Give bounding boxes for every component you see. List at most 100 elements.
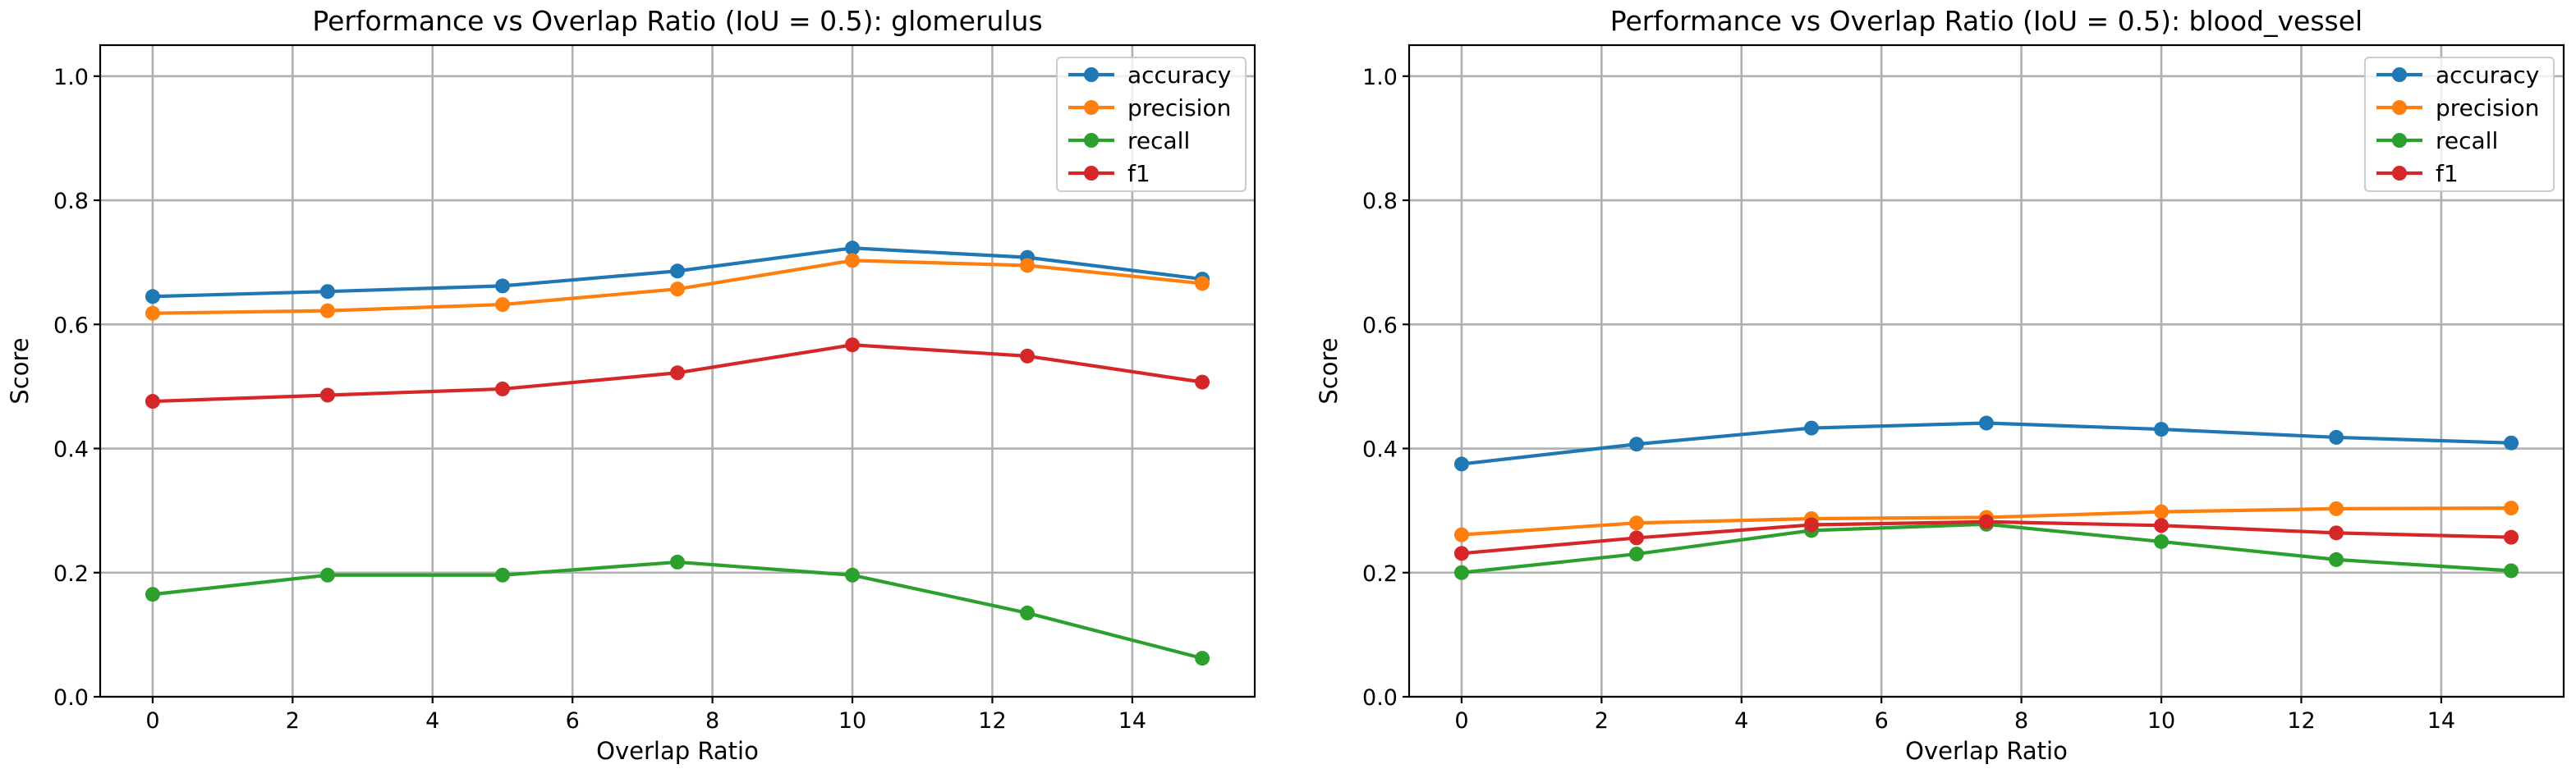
data-point-f1 bbox=[319, 387, 335, 403]
data-point-recall bbox=[494, 567, 510, 583]
x-tick-label: 6 bbox=[1875, 708, 1889, 734]
x-tick-label: 2 bbox=[1595, 708, 1609, 734]
legend-label: precision bbox=[2436, 94, 2539, 121]
data-point-accuracy bbox=[1979, 415, 1994, 431]
data-point-precision bbox=[1628, 515, 1644, 531]
legend-label: f1 bbox=[1127, 160, 1150, 187]
data-point-accuracy bbox=[2154, 422, 2170, 437]
data-point-recall bbox=[145, 587, 160, 602]
x-tick-label: 0 bbox=[1454, 708, 1468, 734]
legend-entry-recall: recall bbox=[1068, 127, 1190, 154]
data-point-accuracy bbox=[670, 263, 685, 279]
x-tick-label: 10 bbox=[2147, 708, 2175, 734]
legend-entry-precision: precision bbox=[2376, 94, 2539, 121]
y-tick-label: 1.0 bbox=[53, 65, 89, 90]
data-point-f1 bbox=[1979, 514, 1994, 529]
legend-label: precision bbox=[1127, 94, 1231, 121]
data-point-accuracy bbox=[2504, 435, 2519, 451]
legend-marker bbox=[2392, 133, 2407, 148]
x-tick-label: 12 bbox=[978, 708, 1006, 734]
y-tick-label: 0.2 bbox=[53, 561, 89, 587]
data-point-f1 bbox=[2154, 518, 2170, 533]
y-tick-label: 0.6 bbox=[53, 313, 89, 338]
x-tick-label: 14 bbox=[2427, 708, 2455, 734]
series-f1 bbox=[145, 337, 1210, 410]
data-point-precision bbox=[2329, 501, 2344, 516]
y-axis-label: Score bbox=[1315, 337, 1343, 404]
data-point-accuracy bbox=[1803, 420, 1819, 436]
series-recall bbox=[145, 554, 1210, 666]
y-tick-label: 0.4 bbox=[1362, 437, 1398, 463]
series-accuracy bbox=[1453, 415, 2519, 472]
data-point-f1 bbox=[1020, 348, 1035, 364]
x-tick-label: 2 bbox=[286, 708, 300, 734]
data-point-recall bbox=[845, 567, 861, 583]
y-tick-label: 0.8 bbox=[53, 189, 89, 214]
data-point-precision bbox=[2504, 501, 2519, 516]
data-point-f1 bbox=[2329, 525, 2344, 541]
data-point-precision bbox=[319, 303, 335, 318]
legend-entry-recall: recall bbox=[2376, 127, 2498, 154]
x-tick-label: 8 bbox=[705, 708, 719, 734]
plot-frame bbox=[99, 43, 1256, 698]
legend-label: accuracy bbox=[1127, 62, 1231, 89]
data-point-f1 bbox=[845, 337, 861, 353]
data-point-recall bbox=[1020, 605, 1035, 620]
legend-entry-precision: precision bbox=[1068, 94, 1231, 121]
data-point-precision bbox=[845, 253, 861, 268]
legend-box bbox=[2364, 57, 2555, 192]
data-point-recall bbox=[2329, 551, 2344, 567]
legend-marker bbox=[1084, 133, 1099, 148]
chart-title: Performance vs Overlap Ratio (IoU = 0.5)… bbox=[312, 5, 1042, 37]
data-point-recall bbox=[319, 567, 335, 583]
data-point-f1 bbox=[1453, 546, 1469, 561]
x-tick-label: 14 bbox=[1118, 708, 1146, 734]
data-point-accuracy bbox=[1453, 456, 1469, 472]
x-tick-label: 4 bbox=[1734, 708, 1748, 734]
x-tick-label: 6 bbox=[566, 708, 580, 734]
data-point-f1 bbox=[1195, 374, 1210, 390]
legend: accuracy precision recall f1 bbox=[2364, 57, 2555, 192]
legend-entry-f1: f1 bbox=[1068, 160, 1150, 187]
data-point-f1 bbox=[670, 365, 685, 381]
legend-label: recall bbox=[2436, 127, 2498, 154]
data-point-f1 bbox=[494, 381, 510, 396]
data-point-recall bbox=[1628, 547, 1644, 562]
data-point-accuracy bbox=[1628, 437, 1644, 452]
y-tick-label: 1.0 bbox=[1362, 65, 1398, 90]
data-point-recall bbox=[2504, 563, 2519, 579]
x-tick-label: 8 bbox=[2014, 708, 2028, 734]
x-tick-label: 4 bbox=[425, 708, 439, 734]
legend-entry-accuracy: accuracy bbox=[1068, 62, 1231, 89]
x-axis-label: Overlap Ratio bbox=[596, 737, 759, 765]
data-point-precision bbox=[670, 281, 685, 297]
data-point-accuracy bbox=[2329, 429, 2344, 445]
y-tick-label: 0.2 bbox=[1362, 561, 1398, 587]
legend-label: accuracy bbox=[2436, 62, 2539, 89]
legend: accuracy precision recall f1 bbox=[1056, 57, 1247, 192]
legend-marker bbox=[2392, 100, 2407, 115]
chart-blood-vessel: Performance vs Overlap Ratio (IoU = 0.5)… bbox=[1315, 5, 2565, 765]
data-point-f1 bbox=[1628, 530, 1644, 546]
legend-label: f1 bbox=[2436, 160, 2459, 187]
data-point-f1 bbox=[145, 394, 160, 410]
y-tick-label: 0.4 bbox=[53, 437, 89, 463]
legend-label: recall bbox=[1127, 127, 1190, 154]
legend-marker bbox=[2392, 67, 2407, 82]
data-point-recall bbox=[1195, 651, 1210, 666]
series-line-recall bbox=[152, 560, 1203, 661]
x-tick-label: 0 bbox=[145, 708, 159, 734]
data-point-precision bbox=[145, 305, 160, 321]
data-point-f1 bbox=[2504, 529, 2519, 545]
data-point-accuracy bbox=[319, 284, 335, 300]
chart-glomerulus: Performance vs Overlap Ratio (IoU = 0.5)… bbox=[6, 5, 1256, 765]
data-point-f1 bbox=[1803, 517, 1819, 533]
data-point-accuracy bbox=[845, 240, 861, 256]
data-point-recall bbox=[2154, 533, 2170, 549]
data-point-precision bbox=[2154, 504, 2170, 519]
y-tick-label: 0.0 bbox=[53, 685, 89, 711]
legend-entry-accuracy: accuracy bbox=[2376, 62, 2539, 89]
data-point-precision bbox=[1020, 258, 1035, 273]
legend-marker bbox=[1084, 166, 1099, 181]
